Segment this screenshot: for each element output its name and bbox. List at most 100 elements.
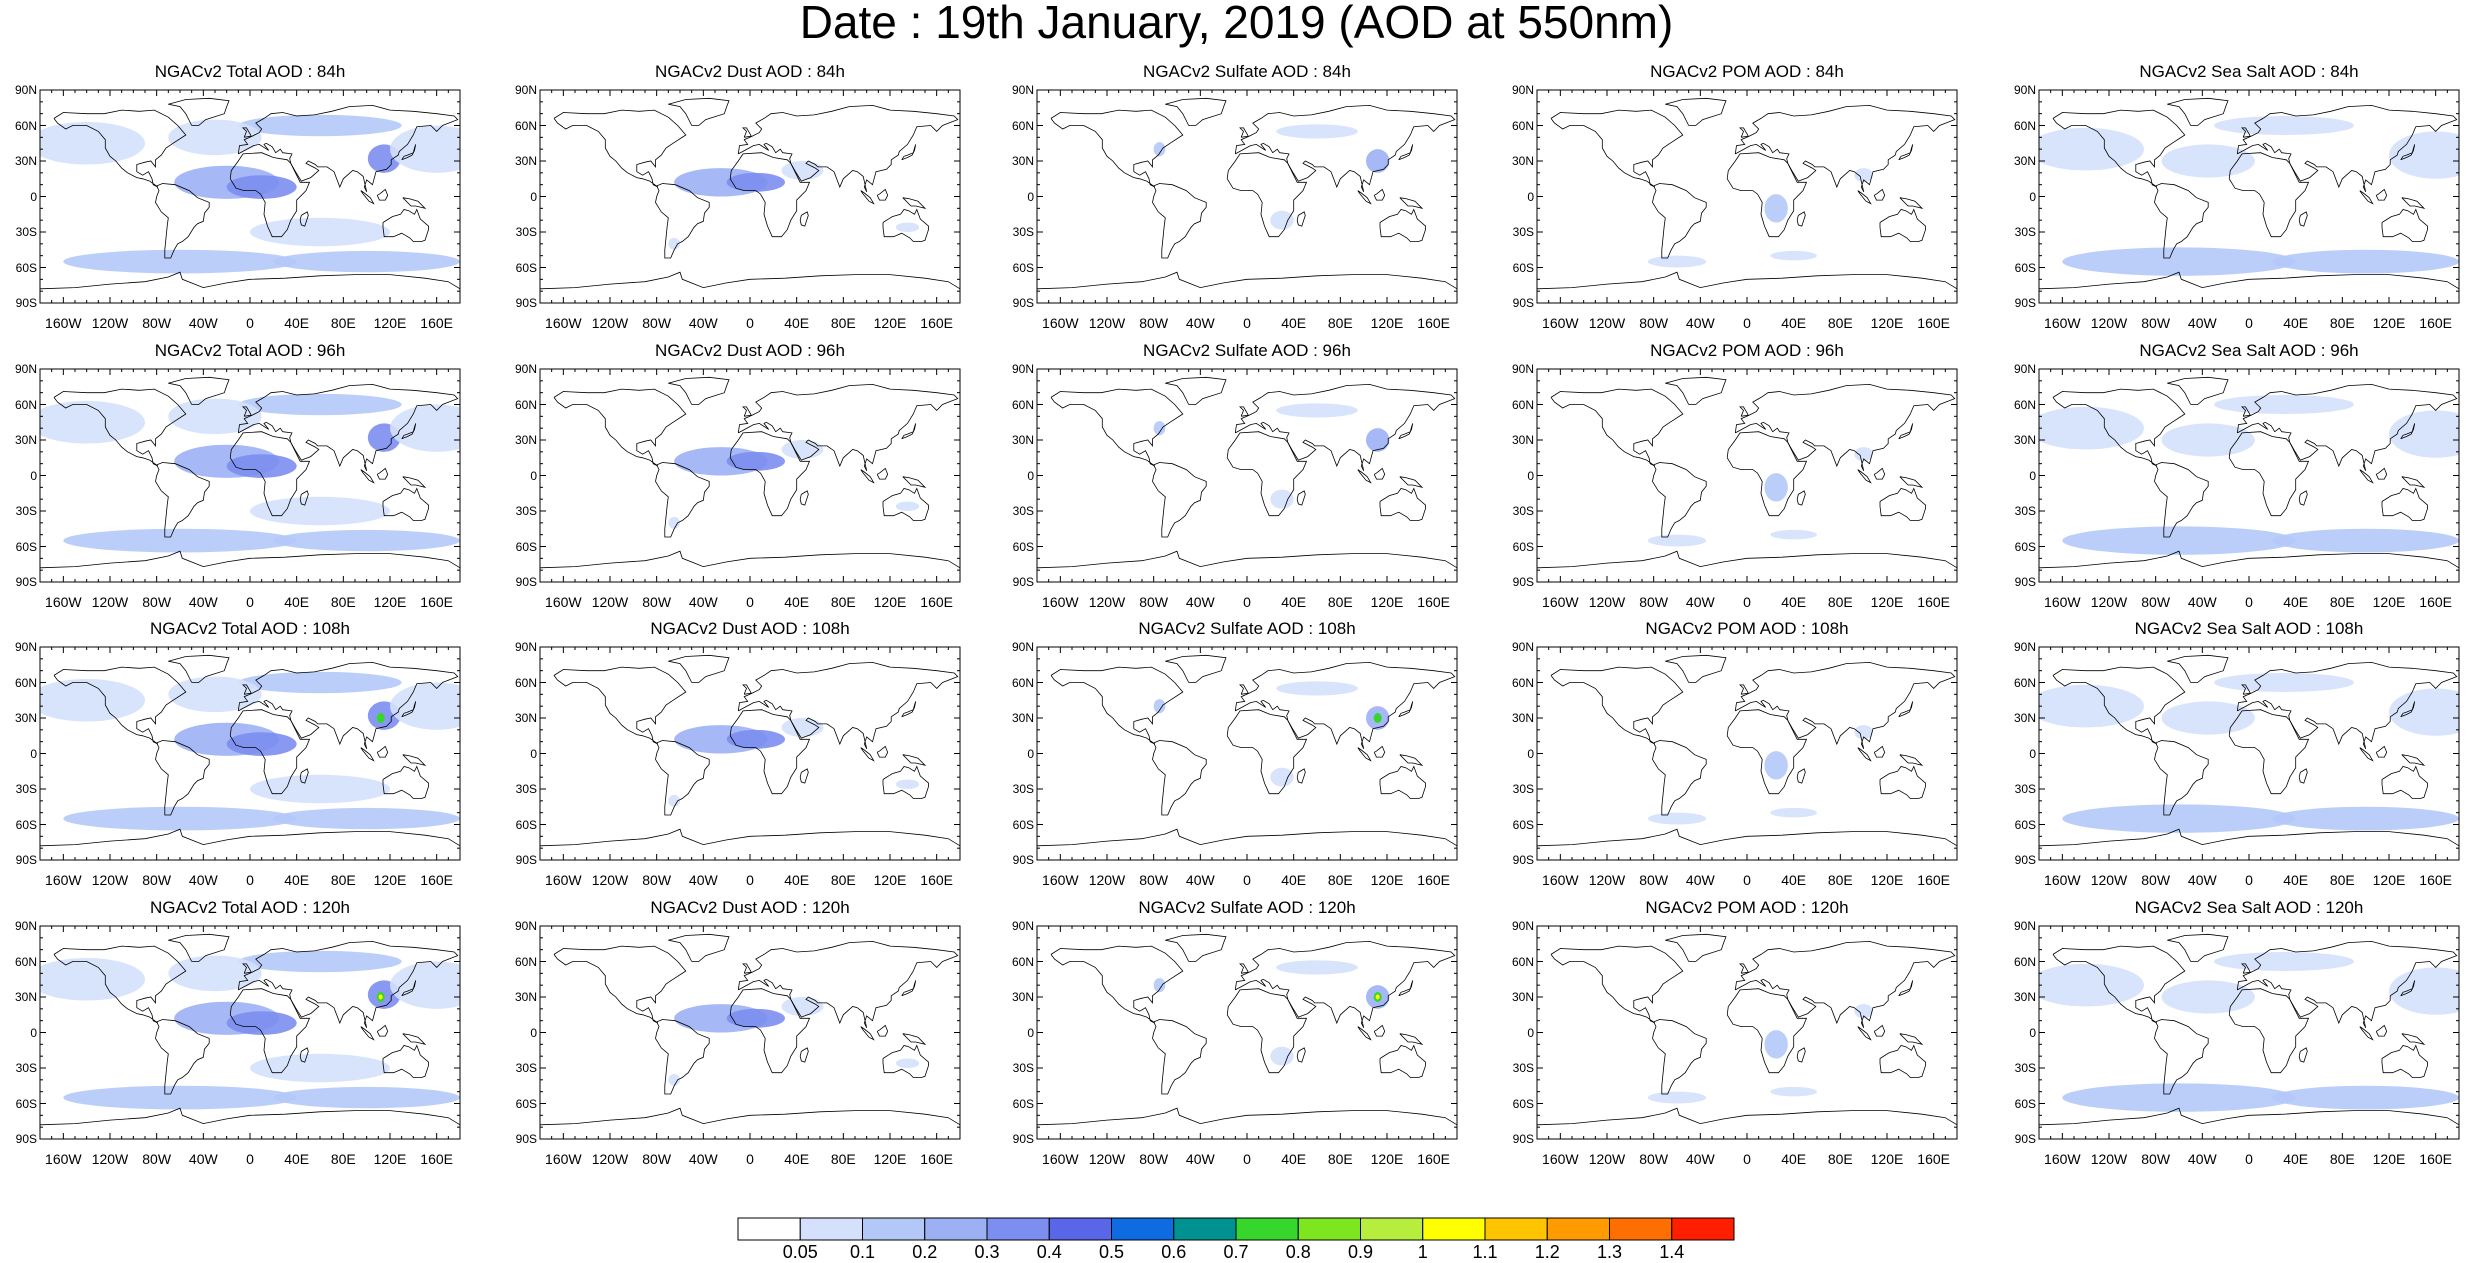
coastline (1726, 988, 1808, 1074)
aod-plume (2161, 144, 2255, 178)
lon-tick-label: 40E (2283, 1151, 2309, 1167)
aod-plume (2161, 423, 2255, 457)
aod-plume (781, 440, 824, 459)
lon-tick-label: 120E (873, 594, 907, 610)
lon-tick-label: 120E (373, 1151, 407, 1167)
lat-tick-label: 30N (14, 990, 37, 1004)
coastline (1857, 1026, 1872, 1041)
aod-plume (63, 249, 297, 274)
lon-tick-label: 160E (2419, 1151, 2452, 1167)
lon-tick-label: 120E (2372, 872, 2406, 888)
coastline (168, 376, 230, 405)
lat-tick-label: 60S (15, 1096, 37, 1111)
aod-plume (1770, 1086, 1817, 1097)
coastline (876, 188, 889, 201)
map-panel-seasalt: NGACv2 Sea Salt AOD : 108h 90N 60N 30N 0 30S 6… (1999, 619, 2469, 892)
lon-tick-label: 160W (45, 315, 82, 331)
coastline (401, 980, 417, 997)
lat-tick-label: 30N (514, 711, 537, 725)
aod-plume (1764, 751, 1788, 780)
coastline (540, 828, 960, 847)
coastline (53, 109, 187, 188)
lon-tick-label: 40W (1185, 1151, 1215, 1167)
lon-tick-label: 0 (2245, 872, 2253, 888)
panel-title: NGACv2 Dust AOD : 84h (655, 62, 845, 81)
lat-tick-label: 90N (1511, 640, 1534, 654)
coastline (1652, 1019, 1707, 1095)
coastline (1879, 1044, 1926, 1078)
lat-tick-label: 30N (1011, 433, 1034, 447)
coastline (1873, 1024, 1886, 1037)
lon-tick-label: 120E (1370, 315, 1404, 331)
aod-hotspot (1375, 994, 1380, 1000)
aod-plume (2214, 673, 2354, 692)
coastline (1050, 945, 1184, 1024)
colorbar-label: 0.1 (849, 1242, 876, 1262)
lon-tick-label: 120W (91, 594, 129, 610)
coastline (242, 127, 252, 138)
coastline (1665, 97, 1727, 126)
coastline (1239, 963, 1249, 974)
lon-tick-label: 0 (1243, 1151, 1251, 1167)
aod-plume (40, 400, 145, 444)
aod-plume (2389, 688, 2459, 736)
coastline (1226, 709, 1308, 795)
coastline (2359, 747, 2374, 762)
lon-tick-label: 40W (188, 872, 218, 888)
lon-tick-label: 40W (188, 1151, 218, 1167)
figure-title: Date : 19th January, 2019 (AOD at 550nm) (799, 0, 1674, 48)
lat-tick-label: 60S (515, 1096, 537, 1111)
aod-plume (668, 1073, 680, 1086)
coastline (360, 1026, 375, 1041)
coastline (1873, 467, 1886, 480)
coastline (1296, 768, 1306, 784)
coastline (155, 1019, 210, 1095)
coastline (2167, 376, 2229, 405)
coastline (1857, 190, 1872, 205)
aod-plume (63, 806, 297, 831)
lon-tick-label: 160W (545, 594, 582, 610)
coastline (1550, 666, 1684, 745)
lon-tick-label: 160W (2044, 1151, 2081, 1167)
coastline (2359, 469, 2374, 484)
coastline (2052, 666, 2186, 745)
coastline (2154, 740, 2209, 816)
lat-tick-label: 90N (14, 919, 37, 933)
coastline (168, 933, 230, 962)
lon-tick-label: 120W (591, 872, 629, 888)
coastline (242, 684, 252, 695)
lon-tick-label: 160E (1417, 1151, 1450, 1167)
lon-tick-label: 40W (688, 872, 718, 888)
aod-plume (168, 398, 262, 435)
coastline (860, 747, 875, 762)
world-map (2038, 368, 2460, 583)
aod-plume (726, 451, 785, 471)
coastline (1050, 666, 1184, 745)
lon-tick-label: 0 (1743, 1151, 1751, 1167)
lat-tick-label: 60S (1512, 260, 1534, 275)
lat-tick-label: 60S (515, 260, 537, 275)
coastline (1857, 469, 1872, 484)
aod-plume (168, 676, 262, 713)
coastline (655, 740, 710, 816)
coastline (2154, 462, 2209, 538)
lat-tick-label: 60N (1511, 118, 1534, 133)
lat-tick-label: 30N (1511, 711, 1534, 725)
aod-plume (781, 997, 824, 1016)
coastline (553, 109, 687, 188)
coastline (40, 271, 460, 290)
coastline (2228, 709, 2310, 795)
lat-tick-label: 0 (1027, 189, 1034, 204)
aod-colorbar: 0.05 0.1 0.2 0.3 0.4 0.5 0.6 0.7 0.8 0.9 1 1.1 1.2 1.… (737, 1217, 1735, 1262)
lon-tick-label: 120E (1870, 315, 1904, 331)
lon-tick-label: 80W (2141, 1151, 2171, 1167)
aod-plume (226, 1011, 297, 1035)
lon-tick-label: 80W (2141, 594, 2171, 610)
aod-plume (2272, 249, 2459, 274)
lon-tick-label: 160W (545, 872, 582, 888)
world-map (1536, 925, 1958, 1140)
map-panel-pom: NGACv2 POM AOD : 84h 90N 60N 30N 0 30S 60S 90S 1… (1497, 62, 1967, 335)
lon-tick-label: 160E (1917, 872, 1950, 888)
coastline (168, 97, 230, 126)
lon-tick-label: 40E (1781, 594, 1807, 610)
